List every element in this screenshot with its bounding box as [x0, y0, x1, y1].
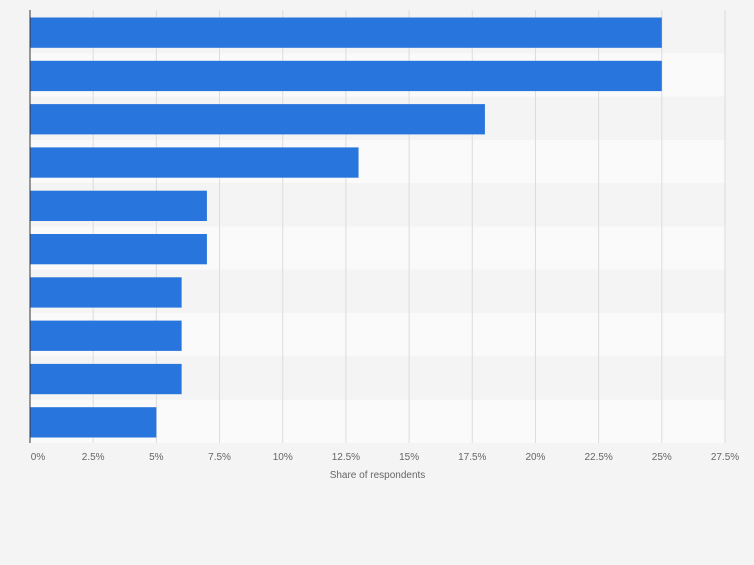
x-tick-label: 22.5%	[584, 452, 612, 463]
bar	[30, 233, 207, 265]
bar-series	[30, 17, 662, 438]
x-tick-label: 7.5%	[208, 452, 231, 463]
x-tick-label: 27.5%	[711, 452, 739, 463]
x-tick-label: 12.5%	[332, 452, 360, 463]
x-tick-label: 10%	[273, 452, 293, 463]
bar	[30, 17, 662, 48]
bar	[30, 104, 485, 135]
bar	[30, 407, 157, 438]
x-tick-label: 0%	[31, 452, 46, 463]
x-axis-title: Share of respondents	[330, 470, 426, 481]
bar	[30, 277, 182, 308]
x-tick-label: 17.5%	[458, 452, 486, 463]
x-tick-label: 15%	[399, 452, 419, 463]
bar	[30, 60, 662, 92]
x-tick-label: 25%	[652, 452, 672, 463]
x-tick-label: 2.5%	[82, 452, 105, 463]
x-tick-label: 5%	[149, 452, 164, 463]
bar	[30, 147, 359, 178]
bar	[30, 363, 182, 395]
bar	[30, 320, 182, 351]
x-axis-ticks: 0% 2.5% 5% 7.5% 10% 12.5% 15% 17.5% 20% 22.5% 25% 2…	[31, 452, 740, 463]
x-tick-label: 20%	[525, 452, 545, 463]
bar	[30, 190, 207, 222]
